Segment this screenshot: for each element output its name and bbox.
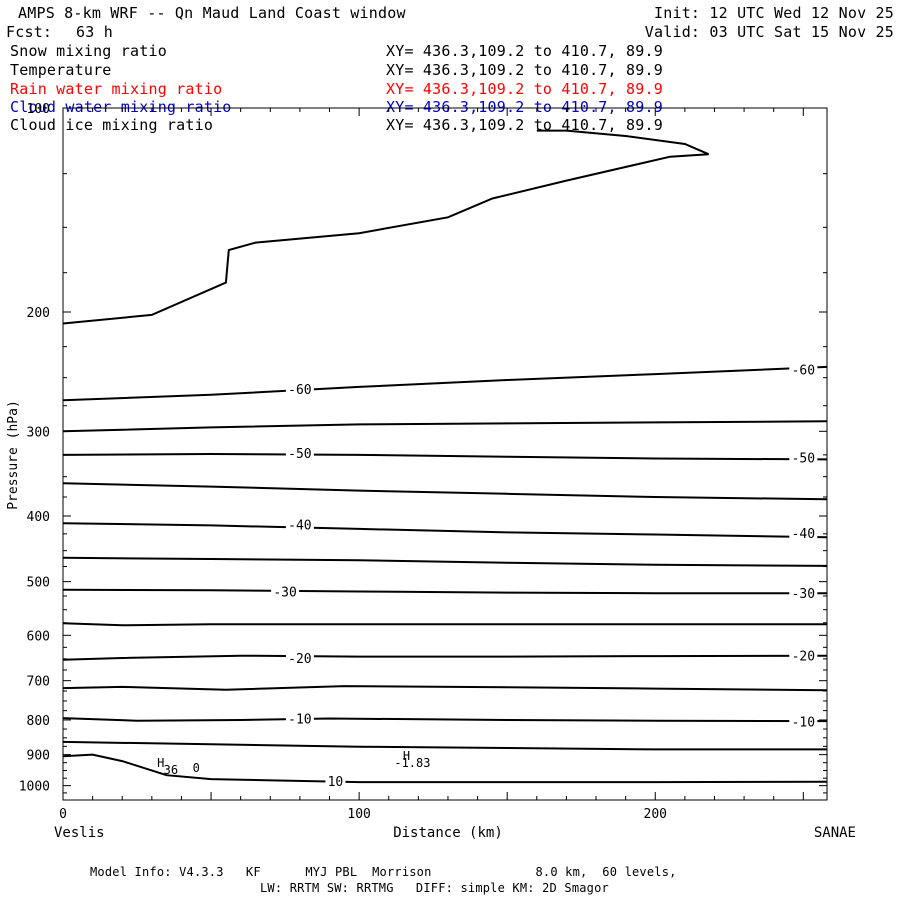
isotherm-line-2 [62, 452, 828, 461]
x-tick-label: 200 [644, 807, 667, 822]
contour-label-mask [285, 711, 314, 726]
x-left-endpoint-label: Veslis [54, 825, 105, 841]
annotation-label: H [403, 749, 410, 763]
isotherm-line-0 [62, 365, 828, 402]
y-tick-label: 100 [27, 102, 50, 117]
contour-label-mask [285, 517, 314, 532]
contour-label: -60 [792, 363, 815, 378]
contour-label-mask [285, 382, 314, 397]
contour-label: -10 [792, 715, 815, 730]
contour-label-mask [789, 526, 818, 541]
y-tick-label: 200 [27, 306, 50, 321]
isotherm-line-7 [62, 622, 827, 627]
contour-label: -30 [273, 585, 296, 600]
isotherm-line-6 [62, 588, 827, 595]
legend-xy-temperature: XY= 436.3,109.2 to 410.7, 89.9 [386, 61, 663, 79]
contour-label-mask [789, 714, 818, 729]
x-right-endpoint-label: SANAE [814, 825, 856, 841]
contour-label-mask [789, 648, 818, 663]
y-tick-label: 1000 [19, 780, 50, 795]
contour-label-mask [789, 586, 818, 601]
y-tick-label: 900 [27, 749, 50, 764]
contour-label-mask [789, 450, 818, 465]
contour-label: -30 [792, 587, 815, 602]
y-tick-label: 500 [27, 576, 50, 591]
annotation-label: -.36 [149, 763, 178, 777]
init-time: Init: 12 UTC Wed 12 Nov 25 [654, 4, 894, 22]
contour-label: -10 [288, 712, 311, 727]
contour-label: -40 [792, 527, 815, 542]
forecast-label: Fcst: [6, 23, 53, 41]
isotherm-line-9 [62, 685, 828, 692]
y-tick-label: 800 [27, 714, 50, 729]
legend-label-cloud-water: Cloud water mixing ratio [10, 98, 232, 116]
isotherm-line-12 [62, 753, 828, 784]
y-axis-title: Pressure (hPa) [6, 400, 21, 510]
model-info-line-1: Model Info: V4.3.3 KF MYJ PBL Morrison 8… [90, 865, 677, 879]
legend-label-rain: Rain water mixing ratio [10, 80, 223, 98]
upper-contour-line [62, 129, 709, 325]
isotherm-line-8 [62, 654, 828, 661]
contour-label-mask [285, 446, 314, 461]
legend-xy-rain: XY= 436.3,109.2 to 410.7, 89.9 [386, 80, 663, 98]
annotation-label: H [157, 756, 164, 770]
x-axis-title: Distance (km) [393, 825, 503, 841]
y-tick-label: 400 [27, 510, 50, 525]
contour-label: -60 [288, 383, 311, 398]
annotation-label: -1.83 [394, 756, 430, 770]
contour-label-mask [325, 774, 346, 789]
contour-label: -50 [288, 447, 311, 462]
x-tick-label: 0 [59, 807, 67, 822]
contour-label: -20 [288, 652, 311, 667]
isotherm-line-11 [62, 740, 827, 751]
y-tick-label: 300 [27, 425, 50, 440]
isotherm-line-1 [62, 420, 828, 433]
isotherm-line-4 [62, 522, 828, 539]
model-info-line-2: LW: RRTM SW: RRTMG DIFF: simple KM: 2D S… [260, 881, 609, 895]
x-tick-label: 100 [347, 807, 370, 822]
contour-label-mask [271, 584, 300, 599]
chart-title: AMPS 8-km WRF -- Qn Maud Land Coast wind… [18, 4, 406, 22]
isotherm-line-10 [62, 717, 828, 723]
legend-label-temperature: Temperature [10, 61, 112, 79]
contour-label: -40 [288, 519, 311, 534]
contour-label-mask [285, 650, 314, 665]
isotherm-line-5 [62, 556, 828, 567]
legend-label-snow: Snow mixing ratio [10, 42, 167, 60]
contour-label: -50 [792, 452, 815, 467]
isotherm-line-3 [62, 482, 828, 501]
contour-label: 10 [328, 775, 344, 790]
legend-label-cloud-ice: Cloud ice mixing ratio [10, 116, 214, 134]
contour-label: -20 [792, 650, 815, 665]
legend-xy-cloud-ice: XY= 436.3,109.2 to 410.7, 89.9 [386, 116, 663, 134]
forecast-hours: 63 h [76, 23, 113, 41]
y-tick-label: 700 [27, 675, 50, 690]
y-tick-label: 600 [27, 629, 50, 644]
legend-xy-snow: XY= 436.3,109.2 to 410.7, 89.9 [386, 42, 663, 60]
valid-time: Valid: 03 UTC Sat 15 Nov 25 [644, 23, 894, 41]
annotation-label: 0 [193, 761, 200, 775]
contour-label-mask [789, 362, 818, 377]
